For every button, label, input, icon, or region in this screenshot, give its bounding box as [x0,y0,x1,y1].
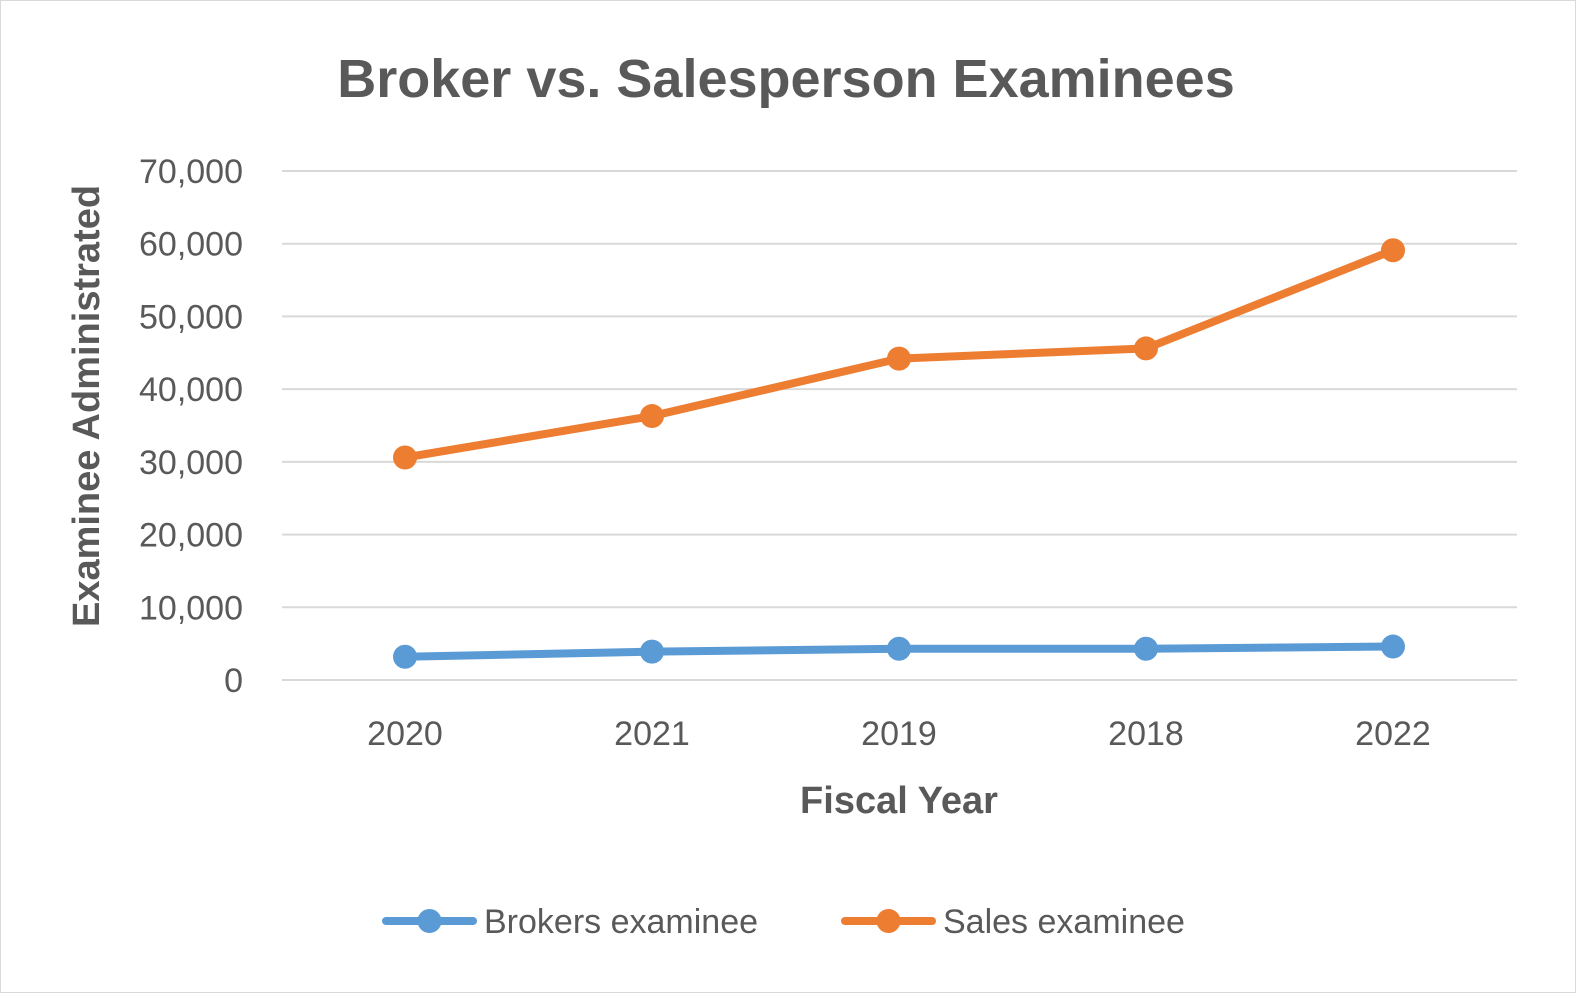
x-tick-label: 2018 [1108,715,1184,753]
data-point [1381,634,1405,659]
x-axis-ticks: 2020 2021 2019 2018 2022 [367,715,1431,753]
legend-item: Sales examinee [841,903,1185,941]
y-tick-label: 40,000 [139,371,243,409]
x-tick-label: 2021 [614,715,690,753]
series-brokers-examinee [393,634,1405,669]
data-point [393,644,417,669]
x-tick-label: 2019 [861,715,937,753]
x-tick-label: 2020 [367,715,443,753]
legend-swatch-marker [417,909,442,933]
y-tick-label: 0 [224,662,243,700]
y-axis-ticks: 0 10,000 20,000 30,000 40,000 50,000 60,000 70,… [139,153,243,700]
legend-item: Brokers examinee [382,903,758,941]
y-axis-title: Examinee Administrated [66,185,108,627]
gridlines [282,170,1517,681]
legend: Brokers examinee Sales examinee [382,903,1185,941]
data-point [640,639,664,664]
data-point [393,445,417,470]
series-sales-examinee [393,238,1405,470]
y-tick-label: 50,000 [139,298,243,336]
y-tick-label: 60,000 [139,226,243,264]
data-point [1134,336,1158,361]
series-lines [393,238,1405,669]
y-tick-label: 20,000 [139,517,243,555]
data-point [1134,636,1158,661]
data-point [1381,238,1405,263]
y-tick-label: 30,000 [139,444,243,482]
y-tick-label: 70,000 [139,153,243,191]
data-point [887,636,911,661]
x-tick-label: 2022 [1355,715,1431,753]
chart-title: Broker vs. Salesperson Examinees [337,49,1235,109]
legend-swatch-marker [876,909,901,933]
y-tick-label: 10,000 [139,589,243,627]
legend-label: Sales examinee [943,903,1185,941]
data-point [887,346,911,371]
legend-label: Brokers examinee [484,903,758,941]
data-point [640,404,664,429]
x-axis-title: Fiscal Year [800,780,998,822]
